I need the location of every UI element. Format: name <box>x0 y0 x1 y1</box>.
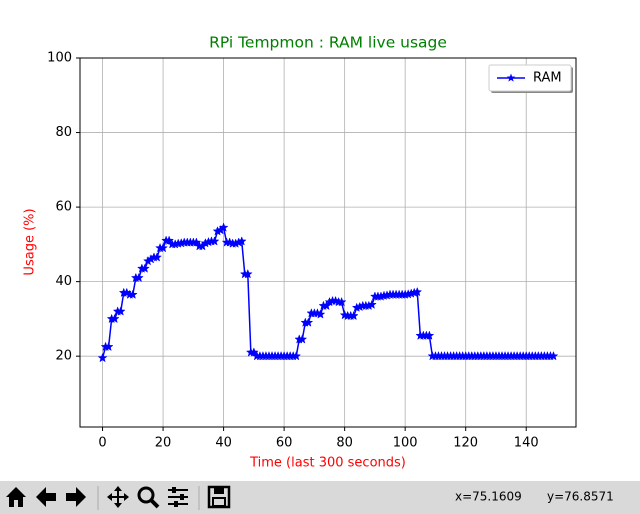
legend-marker <box>506 73 516 82</box>
point <box>412 286 423 297</box>
point <box>242 268 253 279</box>
point <box>109 313 120 324</box>
point <box>297 334 308 344</box>
y-tick-label: 100 <box>47 51 72 66</box>
point <box>291 350 302 361</box>
x-tick-label: 40 <box>215 436 232 451</box>
chart-title: RPi Tempmon : RAM live usage <box>209 34 447 52</box>
y-tick-label: 80 <box>55 125 72 140</box>
x-tick-label: 140 <box>514 436 539 451</box>
point <box>127 289 138 299</box>
x-axis-label: Time (last 300 seconds) <box>249 456 406 471</box>
point <box>158 242 169 253</box>
x-tick-label: 20 <box>155 436 172 451</box>
point <box>139 263 150 273</box>
x-tick-label: 80 <box>336 436 353 451</box>
axes-frame <box>79 57 577 428</box>
point <box>424 330 435 340</box>
forward-button[interactable] <box>66 487 86 507</box>
point <box>548 350 559 361</box>
point <box>348 310 359 321</box>
point <box>115 306 126 316</box>
x-tick-label: 100 <box>393 436 418 451</box>
back-button[interactable] <box>36 487 56 507</box>
save-button[interactable] <box>207 485 231 509</box>
legend <box>488 64 572 92</box>
point <box>152 252 162 262</box>
point <box>133 272 144 283</box>
y-tick-label: 20 <box>55 349 72 364</box>
status-x: x=75.1609 <box>455 490 522 504</box>
pan-button[interactable] <box>107 486 129 508</box>
point <box>248 347 259 357</box>
point <box>97 352 108 363</box>
point <box>366 299 377 309</box>
point <box>336 296 347 307</box>
toolbar <box>0 481 640 514</box>
point <box>209 236 220 246</box>
point <box>164 235 175 245</box>
point <box>103 341 114 352</box>
y-tick-label: 60 <box>55 200 72 215</box>
plot-area: 0 20 40 60 80 100 120 140 20 40 60 80 100 RAM <box>47 51 577 451</box>
point <box>218 222 229 232</box>
point <box>315 309 326 319</box>
point <box>236 236 247 246</box>
x-tick-label: 120 <box>453 436 478 451</box>
home-button[interactable] <box>6 487 26 507</box>
point <box>191 237 202 247</box>
zoom-button[interactable] <box>137 486 160 509</box>
legend-label: RAM <box>533 71 562 86</box>
x-tick-label: 60 <box>276 436 293 451</box>
status-y: y=76.8571 <box>547 490 614 504</box>
configure-button[interactable] <box>168 487 188 507</box>
y-tick-label: 40 <box>55 274 72 289</box>
y-axis-label: Usage (%) <box>23 208 38 275</box>
x-tick-label: 0 <box>98 436 106 451</box>
point <box>303 317 314 327</box>
